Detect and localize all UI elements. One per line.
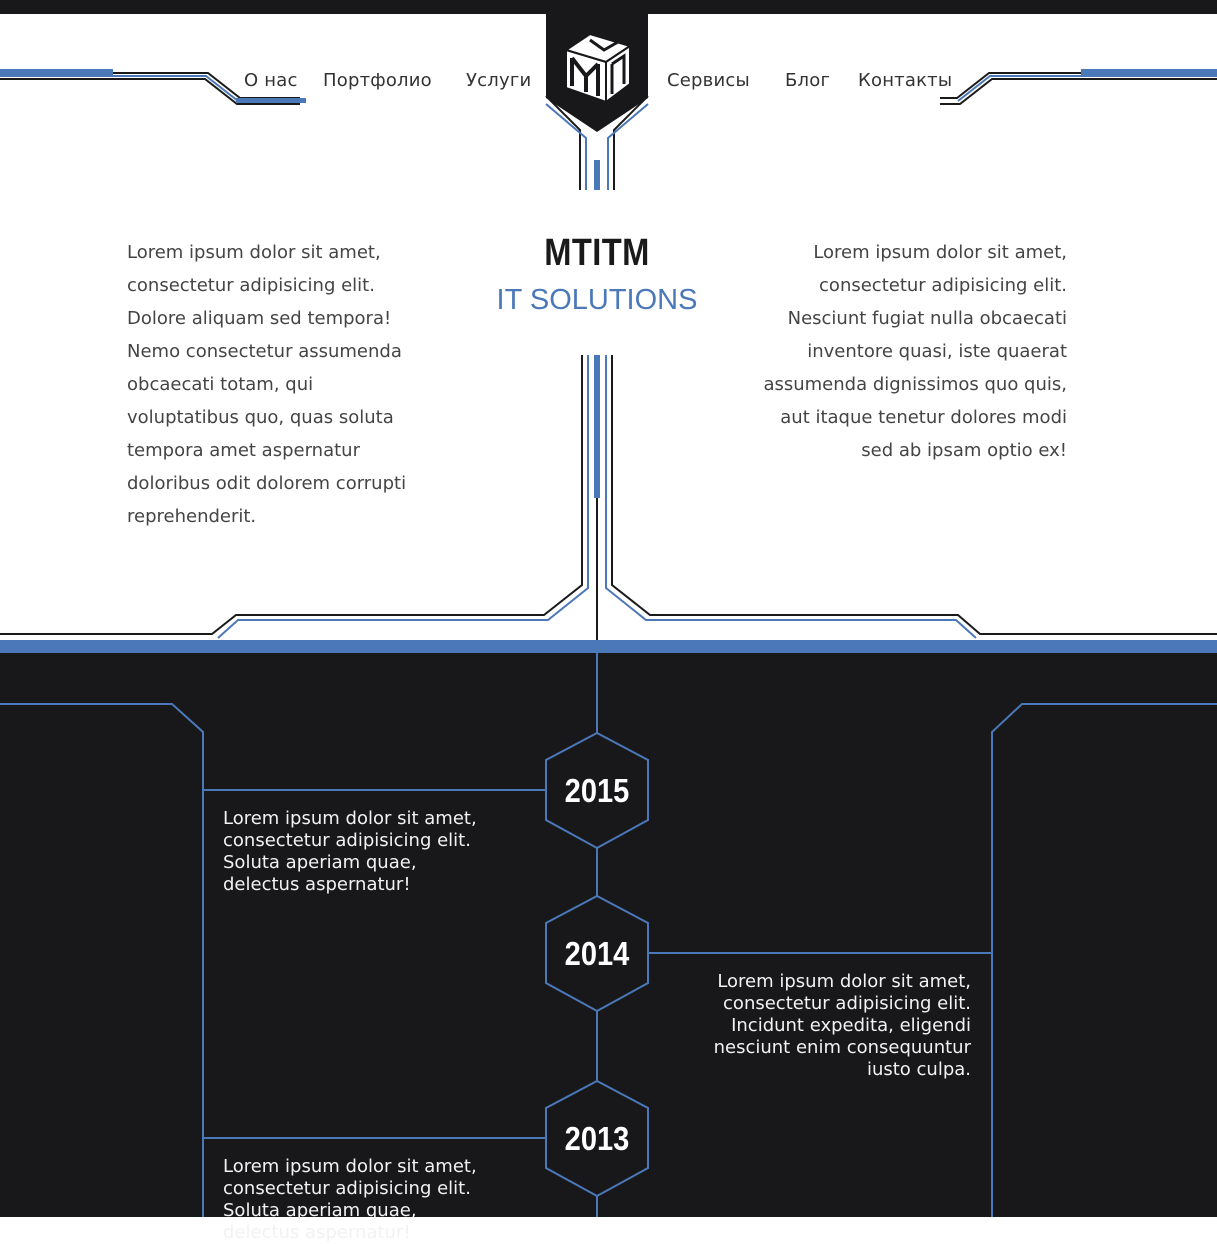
header-circuit-lines — [0, 69, 1217, 640]
timeline-circuit-lines — [0, 653, 1217, 1217]
cube-m-logo-icon — [563, 32, 633, 104]
top-bar — [0, 0, 1217, 14]
timeline-text-2015: Lorem ipsum dolor sit amet, consectetur … — [223, 808, 477, 895]
timeline-year-2014: 2014 — [564, 935, 630, 972]
nav-item-portfolio[interactable]: Портфолио — [323, 70, 432, 91]
intro-right-text: Lorem ipsum dolor sit amet, consectetur … — [763, 242, 1067, 461]
timeline-year-2015: 2015 — [564, 772, 630, 809]
nav-item-contacts[interactable]: Контакты — [858, 70, 953, 91]
nav-item-blog[interactable]: Блог — [785, 70, 831, 91]
nav-item-services[interactable]: Услуги — [466, 70, 532, 91]
brand-subtitle: IT SOLUTIONS — [496, 284, 698, 316]
intro-left-text: Lorem ipsum dolor sit amet, consectetur … — [127, 242, 407, 527]
logo-tab[interactable] — [546, 14, 648, 132]
nav-item-about[interactable]: О нас — [236, 70, 306, 103]
nav-item-service-list[interactable]: Сервисы — [667, 70, 750, 91]
timeline-text-2014: Lorem ipsum dolor sit amet, consectetur … — [713, 971, 971, 1080]
timeline-text-2013: Lorem ipsum dolor sit amet, consectetur … — [223, 1156, 477, 1243]
timeline-year-2013: 2013 — [564, 1120, 630, 1157]
section-divider — [0, 640, 1217, 653]
brand-title: MTITM — [544, 232, 650, 274]
